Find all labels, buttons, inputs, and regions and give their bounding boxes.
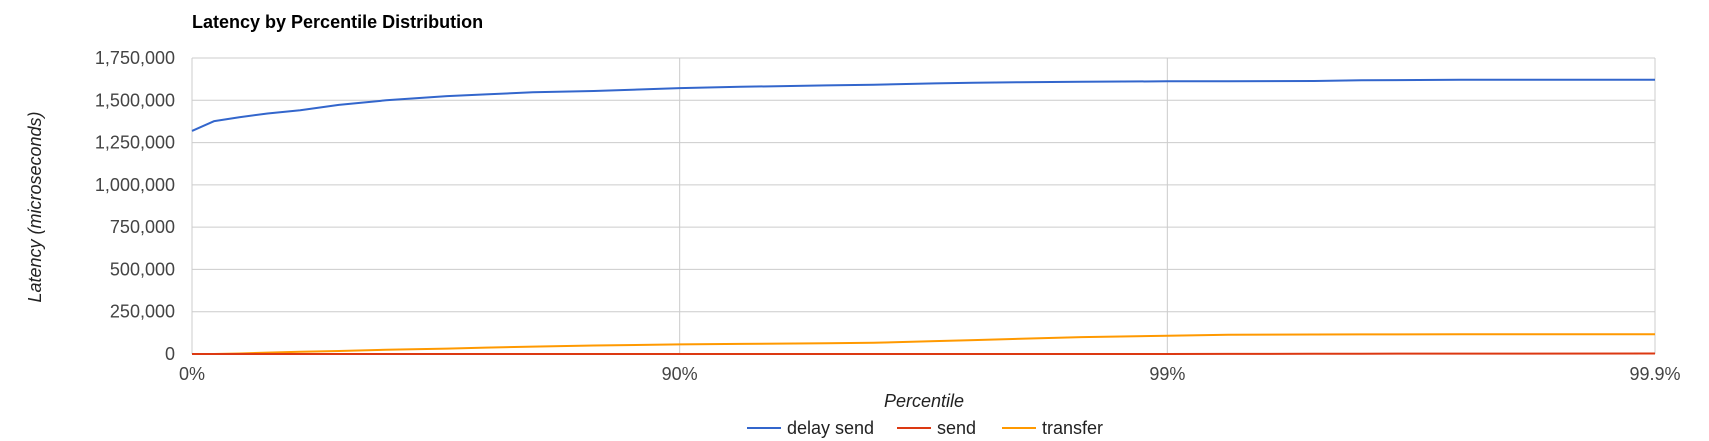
y-tick-label: 250,000: [110, 302, 175, 322]
x-tick-label: 0%: [179, 364, 205, 384]
legend-label: send: [937, 418, 976, 438]
series-line-send: [192, 352, 1656, 355]
y-tick-label: 1,250,000: [95, 133, 175, 153]
x-axis-ticks: 0% 90% 99% 99.9%: [179, 364, 1681, 384]
y-tick-label: 750,000: [110, 217, 175, 237]
y-tick-label: 1,750,000: [95, 48, 175, 68]
x-tick-label: 99%: [1149, 364, 1185, 384]
y-axis-ticks: 0 250,000 500,000 750,000 1,000,000 1,250,000…: [95, 48, 175, 364]
y-tick-label: 0: [165, 344, 175, 364]
legend-label: transfer: [1042, 418, 1103, 438]
y-tick-label: 500,000: [110, 259, 175, 279]
chart-title: Latency by Percentile Distribution: [192, 12, 483, 32]
legend-item-delay-send[interactable]: delay send: [747, 418, 874, 438]
y-axis-title: Latency (microseconds): [25, 111, 45, 302]
series-line-transfer: [192, 333, 1655, 355]
legend-item-send[interactable]: send: [897, 418, 976, 438]
legend-item-transfer[interactable]: transfer: [1002, 418, 1103, 438]
y-tick-label: 1,000,000: [95, 175, 175, 195]
legend: delay send send transfer: [747, 418, 1103, 438]
series-lines: [191, 78, 1656, 355]
legend-label: delay send: [787, 418, 874, 438]
x-tick-label: 99.9%: [1629, 364, 1680, 384]
y-tick-label: 1,500,000: [95, 90, 175, 110]
gridlines: [191, 57, 1656, 355]
x-tick-label: 90%: [662, 364, 698, 384]
series-line-delay-send: [191, 78, 1656, 132]
x-axis-title: Percentile: [884, 391, 964, 411]
